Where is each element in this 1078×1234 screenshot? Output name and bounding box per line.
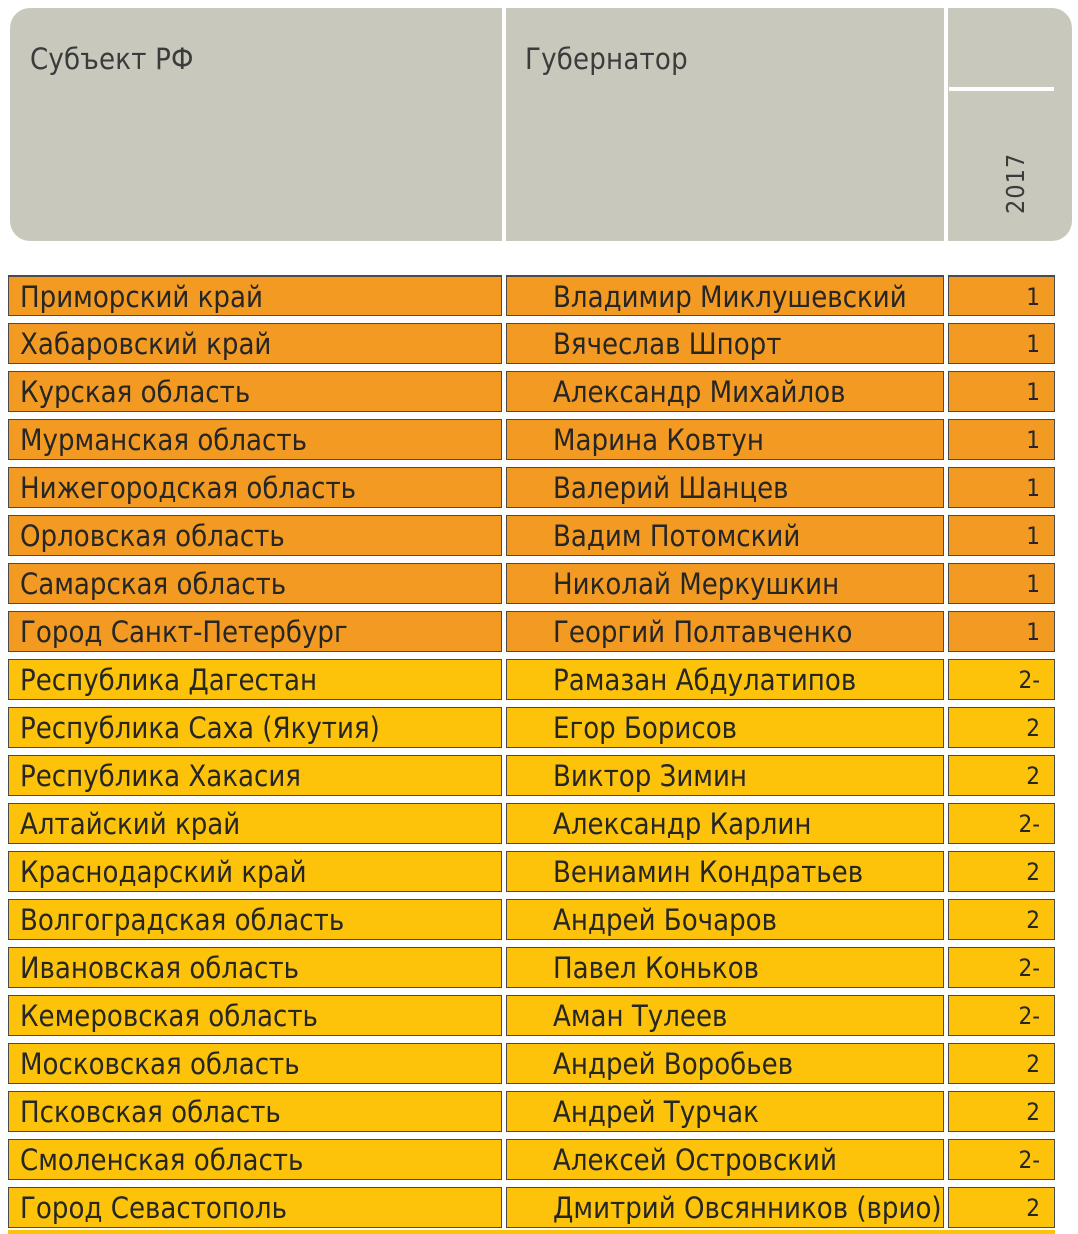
- governor-cell: Марина Ковтун: [506, 419, 944, 460]
- header-governor-cell: Губернатор: [507, 8, 943, 241]
- table-row: Приморский край Владимир Миклушевский 1: [0, 270, 1078, 318]
- table-row: Республика Дагестан Рамазан Абдулатипов 2-: [0, 654, 1078, 702]
- governors-table: Приморский край Владимир Миклушевский 1 Хаб…: [0, 270, 1078, 1230]
- table-row: Город Санкт-Петербург Георгий Полтавченко…: [0, 606, 1078, 654]
- subject-cell: Краснодарский край: [8, 851, 502, 892]
- table-row: Кемеровская область Аман Тулеев 2-: [0, 990, 1078, 1038]
- score-cell: 2-: [948, 803, 1055, 844]
- governor-cell: Александр Карлин: [506, 803, 944, 844]
- score-cell: 1: [948, 611, 1055, 652]
- table-row: Орловская область Вадим Потомский 1: [0, 510, 1078, 558]
- governor-cell: Андрей Турчак: [506, 1091, 944, 1132]
- table-row: Краснодарский край Вениамин Кондратьев 2: [0, 846, 1078, 894]
- score-cell: 2: [948, 755, 1055, 796]
- governor-cell: Дмитрий Овсянников (врио): [506, 1187, 944, 1228]
- table-row: Самарская область Николай Меркушкин 1: [0, 558, 1078, 606]
- table-row: Республика Хакасия Виктор Зимин 2: [0, 750, 1078, 798]
- score-cell: 2: [948, 1091, 1055, 1132]
- header-subject-cell: Субъект РФ: [10, 8, 501, 241]
- subject-cell: Хабаровский край: [8, 323, 502, 364]
- subject-cell: Город Санкт-Петербург: [8, 611, 502, 652]
- governor-cell: Николай Меркушкин: [506, 563, 944, 604]
- table-row: Смоленская область Алексей Островский 2-: [0, 1134, 1078, 1182]
- score-cell: 1: [948, 563, 1055, 604]
- governor-cell: Вячеслав Шпорт: [506, 323, 944, 364]
- governor-cell: Андрей Бочаров: [506, 899, 944, 940]
- subject-cell: Нижегородская область: [8, 467, 502, 508]
- score-cell: 2-: [948, 1139, 1055, 1180]
- table-row: Мурманская область Марина Ковтун 1: [0, 414, 1078, 462]
- governor-cell: Андрей Воробьев: [506, 1043, 944, 1084]
- subject-cell: Волгоградская область: [8, 899, 502, 940]
- governor-cell: Егор Борисов: [506, 707, 944, 748]
- table-header: Субъект РФ Губернатор: [10, 8, 1072, 241]
- table-row: Город Севастополь Дмитрий Овсянников (ври…: [0, 1182, 1078, 1230]
- table-row: Хабаровский край Вячеслав Шпорт 1: [0, 318, 1078, 366]
- header-year-split: [949, 87, 1054, 91]
- score-cell: 1: [948, 419, 1055, 460]
- subject-cell: Республика Дагестан: [8, 659, 502, 700]
- governor-cell: Павел Коньков: [506, 947, 944, 988]
- table-row: Алтайский край Александр Карлин 2-: [0, 798, 1078, 846]
- header-year-label: 2017: [1001, 152, 1030, 214]
- subject-cell: Республика Саха (Якутия): [8, 707, 502, 748]
- governor-cell: Александр Михайлов: [506, 371, 944, 412]
- subject-cell: Кемеровская область: [8, 995, 502, 1036]
- governor-cell: Аман Тулеев: [506, 995, 944, 1036]
- table-row: Республика Саха (Якутия) Егор Борисов 2: [0, 702, 1078, 750]
- score-cell: 1: [948, 323, 1055, 364]
- score-cell: 2: [948, 707, 1055, 748]
- table-row: Нижегородская область Валерий Шанцев 1: [0, 462, 1078, 510]
- subject-cell: Смоленская область: [8, 1139, 502, 1180]
- subject-cell: Приморский край: [8, 275, 502, 316]
- table-row: Московская область Андрей Воробьев 2: [0, 1038, 1078, 1086]
- subject-cell: Город Севастополь: [8, 1187, 502, 1228]
- score-cell: 1: [948, 515, 1055, 556]
- score-cell: 1: [948, 371, 1055, 412]
- score-cell: 1: [948, 467, 1055, 508]
- score-cell: 2: [948, 851, 1055, 892]
- header-divider: [944, 8, 948, 241]
- subject-cell: Алтайский край: [8, 803, 502, 844]
- table-row: Ивановская область Павел Коньков 2-: [0, 942, 1078, 990]
- governor-cell: Вадим Потомский: [506, 515, 944, 556]
- header-governor-label: Губернатор: [525, 42, 688, 76]
- subject-cell: Мурманская область: [8, 419, 502, 460]
- governor-cell: Алексей Островский: [506, 1139, 944, 1180]
- score-cell: 1: [948, 275, 1055, 316]
- subject-cell: Псковская область: [8, 1091, 502, 1132]
- header-divider: [502, 8, 506, 241]
- header-subject-label: Субъект РФ: [30, 42, 194, 76]
- governor-cell: Рамазан Абдулатипов: [506, 659, 944, 700]
- score-cell: 2-: [948, 947, 1055, 988]
- score-cell: 2-: [948, 995, 1055, 1036]
- subject-cell: Курская область: [8, 371, 502, 412]
- governor-cell: Валерий Шанцев: [506, 467, 944, 508]
- table-row: Волгоградская область Андрей Бочаров 2: [0, 894, 1078, 942]
- subject-cell: Ивановская область: [8, 947, 502, 988]
- governor-cell: Виктор Зимин: [506, 755, 944, 796]
- governor-cell: Вениамин Кондратьев: [506, 851, 944, 892]
- score-cell: 2: [948, 899, 1055, 940]
- bottom-row-edge: [8, 1230, 1055, 1234]
- subject-cell: Республика Хакасия: [8, 755, 502, 796]
- subject-cell: Орловская область: [8, 515, 502, 556]
- governor-cell: Владимир Миклушевский: [506, 275, 944, 316]
- subject-cell: Самарская область: [8, 563, 502, 604]
- governor-cell: Георгий Полтавченко: [506, 611, 944, 652]
- table-row: Псковская область Андрей Турчак 2: [0, 1086, 1078, 1134]
- score-cell: 2-: [948, 659, 1055, 700]
- score-cell: 2: [948, 1043, 1055, 1084]
- table-row: Курская область Александр Михайлов 1: [0, 366, 1078, 414]
- subject-cell: Московская область: [8, 1043, 502, 1084]
- score-cell: 2: [948, 1187, 1055, 1228]
